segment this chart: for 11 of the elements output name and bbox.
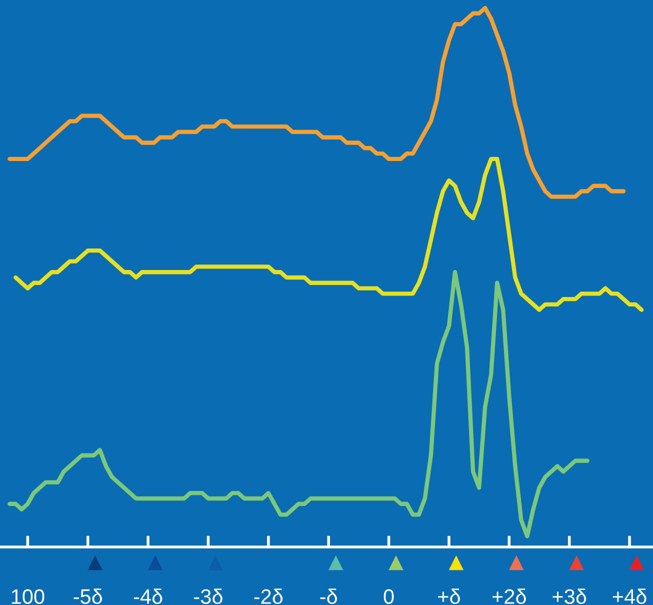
x-tick-label: -3δ [194, 588, 222, 604]
x-tick-label: +2δ [492, 588, 526, 604]
x-tick-label: 100 [12, 589, 44, 604]
x-tick-label: 0 [384, 589, 394, 604]
x-tick-label: +δ [438, 588, 460, 604]
x-tick-label: +3δ [552, 588, 586, 604]
x-tick-label: -2δ [254, 588, 283, 604]
x-tick-label: +4δ [612, 588, 646, 604]
x-tick-label: -4δ [134, 588, 162, 604]
x-tick-label: -δ [320, 588, 337, 604]
x-tick-label: -5δ [74, 588, 102, 604]
